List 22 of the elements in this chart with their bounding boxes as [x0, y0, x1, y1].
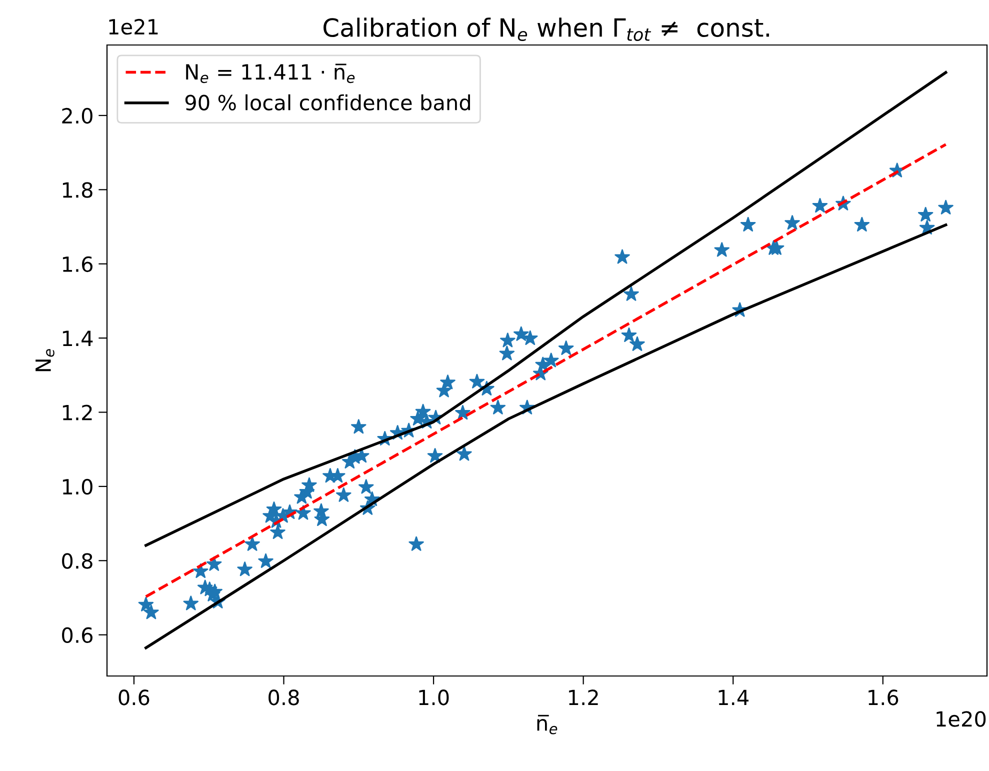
y-tick-label: 0.6	[62, 627, 92, 644]
text: 1e21	[109, 18, 158, 35]
y-tick-label: 2.0	[62, 108, 92, 124]
y-tick-label: 1.8	[62, 182, 92, 198]
y-tick-label: 1.0	[62, 478, 92, 495]
y-tick-label: 1.4	[62, 330, 93, 346]
y-tick-label: 1.6	[62, 256, 92, 272]
x-tick-label: 1.0	[419, 690, 449, 706]
x-tick-label: 0.6	[118, 690, 150, 706]
text: 1e20	[936, 711, 986, 727]
line-series	[144, 224, 948, 650]
legend-label: N$_{e}$ = 11.411 · n̅$_{e}$	[186, 64, 355, 84]
x-tick-label: 1.6	[868, 690, 898, 706]
chart-title: Calibration of N$_{e}$ when Γ$_{tot}$ ≠ const.	[324, 18, 769, 42]
x-tick-label: 0.8	[268, 690, 299, 706]
y-axis-title: N$_{e}$	[36, 349, 54, 372]
x-tick-label: 1.2	[569, 690, 598, 706]
y-tick-label: 1.2	[62, 404, 92, 420]
x-tick-label: 1.4	[718, 690, 749, 706]
legend-label: 90 % local confidence band	[185, 94, 470, 110]
x-axis-title: n̅$_{e}$	[537, 714, 558, 734]
y-tick-label: 0.8	[62, 553, 92, 569]
